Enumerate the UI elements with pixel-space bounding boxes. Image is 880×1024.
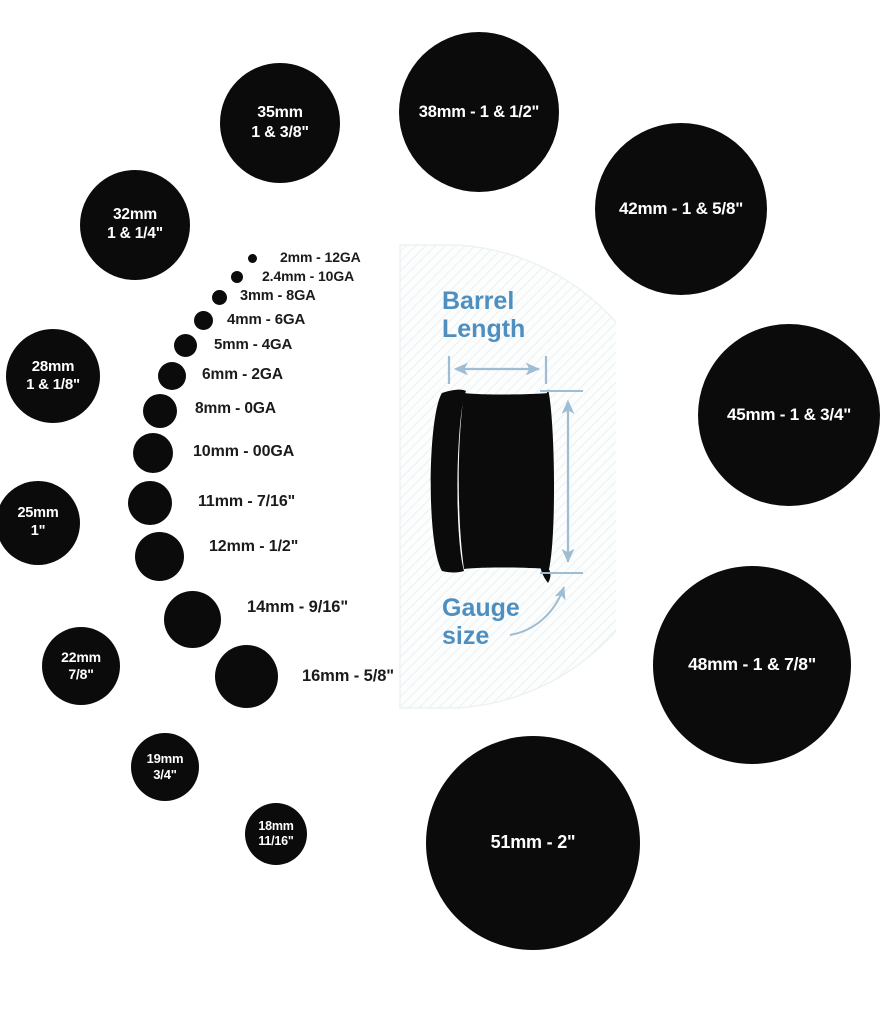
gauge-dot [134,531,184,581]
size-circle-line: 38mm - 1 & 1/2" [418,102,540,121]
barrel-length-arrow-icon [447,356,548,384]
size-circle-line: 11/16" [258,834,294,848]
gauge-size-arrow-icon [540,390,583,574]
barrel-length-label: Barrel Length [442,287,526,343]
gauge-size-label: Gauge size [442,594,520,650]
size-circle-line: 35mm [257,104,303,122]
size-circle-line: 18mm [258,818,294,833]
size-circle-line: 3/4" [153,767,177,782]
gauge-dot-label: 5mm - 4GA [214,335,293,353]
size-circle-35mm: 35mm 1 & 3/8" [220,63,340,183]
size-circle-line: 42mm - 1 & 5/8" [618,198,744,218]
size-circle-line: 28mm [31,357,75,375]
gauge-dot [143,394,177,428]
size-circle-22mm: 22mm 7/8" [42,627,120,705]
size-circle-line: 51mm - 2" [490,832,576,853]
size-circle-18mm: 18mm 11/16" [245,803,307,865]
gauge-dot [193,310,213,330]
size-circle-line: 1 & 1/8" [26,376,80,393]
size-circle-line: 19mm [146,751,184,767]
gauge-dot-label: 14mm - 9/16" [247,597,349,616]
gauge-size-curved-arrow-icon [509,586,566,636]
size-circle-line: 1 & 1/4" [107,225,163,242]
gauge-dot [211,289,227,305]
size-circle-32mm: 32mm 1 & 1/4" [80,170,190,280]
size-circle-28mm: 28mm 1 & 1/8" [6,329,100,423]
tunnel-plug-illustration [430,389,555,583]
gauge-dot-label: 4mm - 6GA [227,310,306,328]
gauge-dot-label: 12mm - 1/2" [209,538,299,556]
size-circle-45mm: 45mm - 1 & 3/4" [698,324,880,506]
size-circle-51mm: 51mm - 2" [426,736,640,950]
gauge-dot-label: 2mm - 12GA [280,249,361,266]
size-circle-line: 1" [30,523,46,539]
gauge-dot-label: 10mm - 00GA [193,443,295,461]
gauge-dot-label: 8mm - 0GA [195,400,276,418]
size-circle-line: 1 & 3/8" [251,124,309,141]
plug-diagram: Barrel Length Gauge size [398,243,616,710]
gauge-dot-label: 6mm - 2GA [202,366,283,384]
size-circle-38mm: 38mm - 1 & 1/2" [399,32,559,192]
gauge-dot-label: 11mm - 7/16" [198,493,296,511]
gauge-dot-label: 2.4mm - 10GA [262,268,355,285]
gauge-dot-label: 3mm - 8GA [240,288,316,304]
gauge-dot [173,333,197,357]
size-circle-line: 7/8" [68,666,94,682]
gauge-dot [158,362,186,390]
size-circle-line: 45mm - 1 & 3/4" [726,404,852,424]
gauge-dot [247,253,257,263]
size-circle-48mm: 48mm - 1 & 7/8" [653,566,851,764]
gauge-dot [163,590,221,648]
size-circle-line: 48mm - 1 & 7/8" [688,654,816,675]
gauge-dot-label: 16mm - 5/8" [302,666,395,685]
size-circle-19mm: 19mm 3/4" [131,733,199,801]
gauge-dot [128,481,172,525]
gauge-dot [214,644,278,708]
size-circle-42mm: 42mm - 1 & 5/8" [595,123,767,295]
size-circle-line: 32mm [112,206,157,224]
size-circle-line: 22mm [61,648,101,665]
gauge-dot [231,271,243,283]
size-circle-line: 25mm [17,505,59,522]
size-circle-25mm: 25mm 1" [0,481,80,565]
gauge-dot [133,433,173,473]
